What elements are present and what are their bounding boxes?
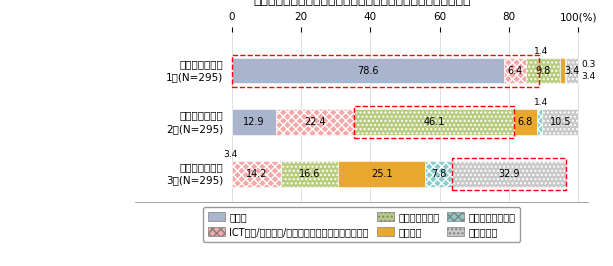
- Text: 9.8: 9.8: [536, 65, 550, 76]
- Text: 0.3: 0.3: [582, 60, 596, 69]
- Text: 7.8: 7.8: [431, 169, 447, 179]
- Bar: [514, 109, 537, 135]
- Bar: [565, 58, 566, 84]
- Bar: [232, 58, 504, 84]
- Bar: [276, 109, 354, 135]
- Text: 1.4: 1.4: [534, 98, 548, 107]
- Text: 22.4: 22.4: [305, 117, 326, 127]
- Bar: [338, 161, 425, 186]
- Bar: [560, 58, 565, 84]
- Text: 25.1: 25.1: [371, 169, 393, 179]
- Bar: [232, 55, 539, 86]
- Text: 3位(N=295): 3位(N=295): [166, 175, 223, 185]
- Bar: [537, 109, 542, 135]
- Text: 3.4: 3.4: [223, 150, 237, 159]
- Bar: [452, 161, 566, 186]
- Bar: [354, 109, 514, 135]
- Text: 6.4: 6.4: [508, 65, 523, 76]
- Bar: [354, 106, 514, 138]
- Bar: [452, 158, 566, 190]
- Bar: [281, 161, 338, 186]
- Text: 3.4: 3.4: [582, 72, 596, 81]
- Text: 12.9: 12.9: [243, 117, 265, 127]
- Text: 小中高校生の親: 小中高校生の親: [180, 59, 223, 69]
- Text: 2位(N=295): 2位(N=295): [166, 124, 223, 134]
- Text: 1位(N=295): 1位(N=295): [166, 72, 223, 82]
- Legend: 保護者, ICT機器/携帯電話/インターネットサービスの企業, 通っている学校, 公的機関, 地域活動を通じて, 自分で学ぶ: 保護者, ICT機器/携帯電話/インターネットサービスの企業, 通っている学校,…: [203, 207, 520, 242]
- Text: 小中高校生の親: 小中高校生の親: [180, 110, 223, 120]
- Bar: [232, 109, 276, 135]
- Bar: [232, 161, 281, 186]
- Bar: [504, 58, 526, 84]
- Text: 3.4: 3.4: [564, 65, 579, 76]
- Text: 10.5: 10.5: [549, 117, 571, 127]
- Text: 小中高校生の親: 小中高校生の親: [180, 162, 223, 172]
- Bar: [526, 58, 560, 84]
- Text: 16.6: 16.6: [299, 169, 321, 179]
- Bar: [566, 58, 577, 84]
- Text: 46.1: 46.1: [423, 117, 444, 127]
- Text: 32.9: 32.9: [498, 169, 520, 179]
- Text: 1.4: 1.4: [534, 47, 548, 56]
- Text: 6.8: 6.8: [518, 117, 533, 127]
- Text: 78.6: 78.6: [357, 65, 379, 76]
- Text: 14.2: 14.2: [246, 169, 267, 179]
- Bar: [425, 161, 452, 186]
- Bar: [542, 109, 579, 135]
- Title: 「保護者」「通っている学校」「自分で学ぶ」と答える親が多い: 「保護者」「通っている学校」「自分で学ぶ」と答える親が多い: [253, 0, 470, 7]
